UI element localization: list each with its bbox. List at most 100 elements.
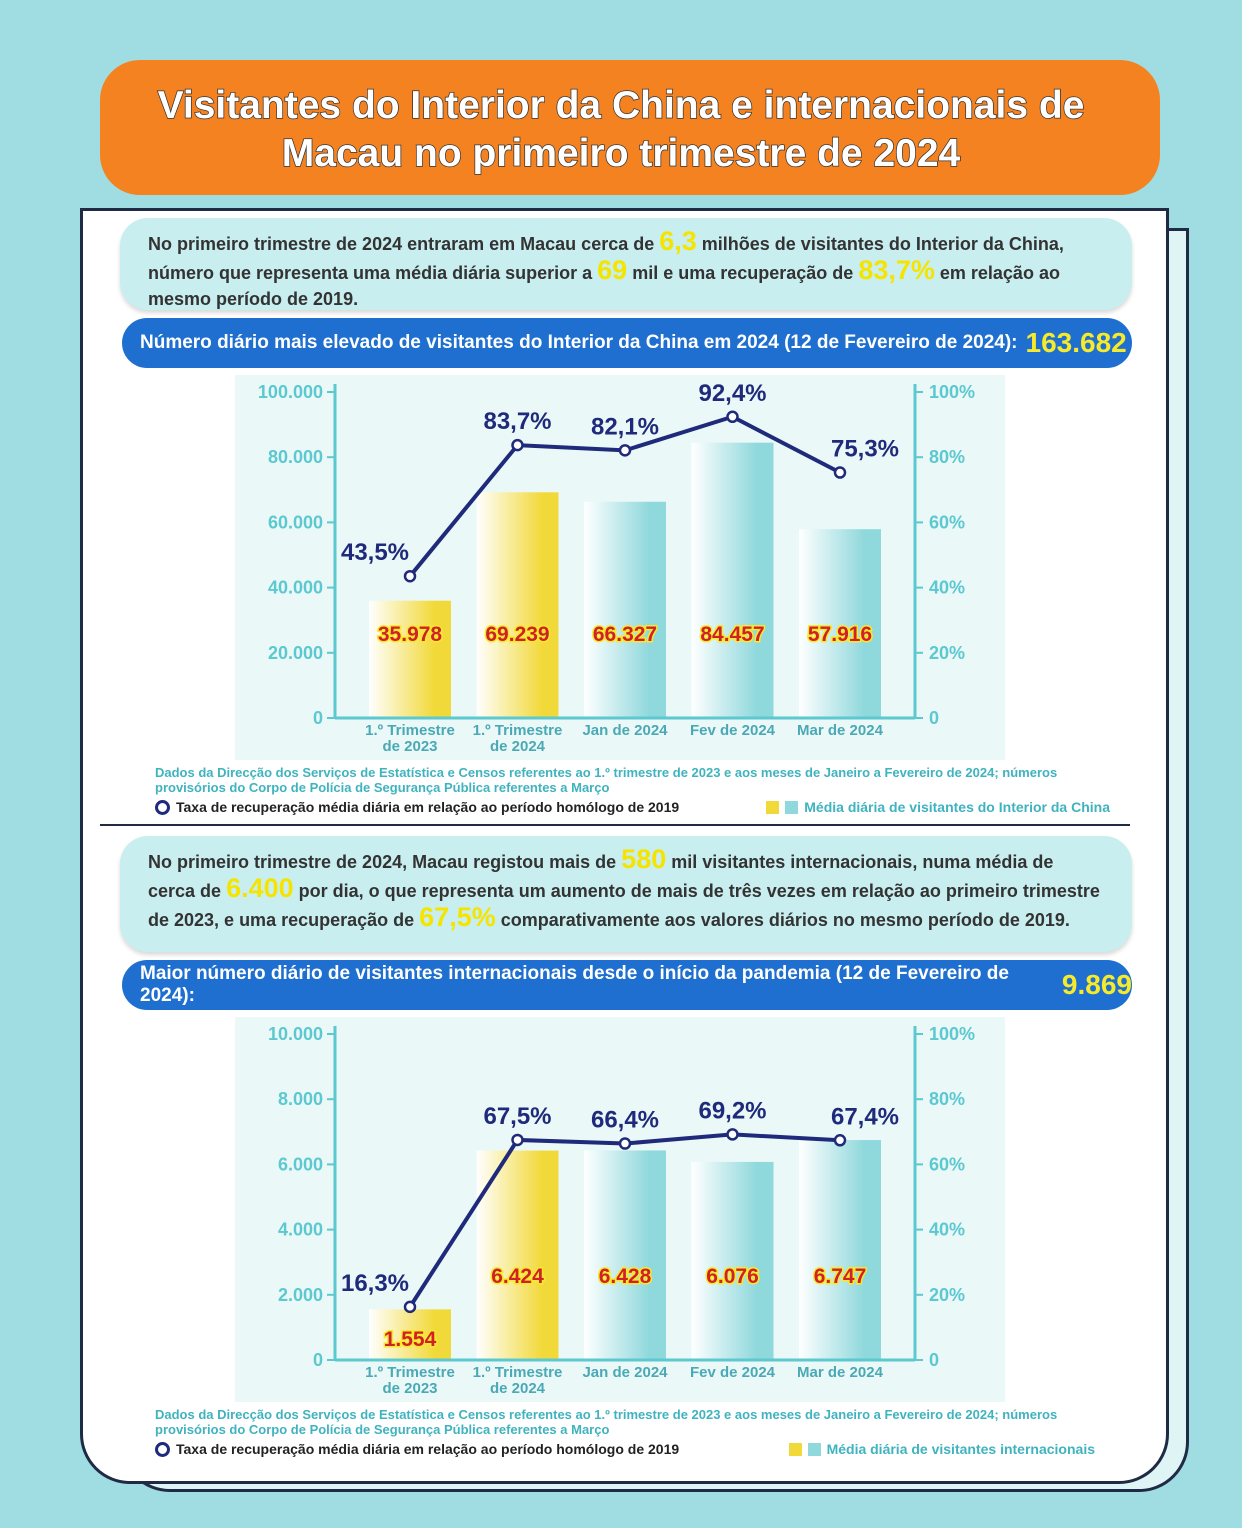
text: milhões de visitantes do Interior da Chi… bbox=[148, 234, 1064, 283]
text: por dia, o que representa um aumento de … bbox=[148, 881, 1100, 930]
y2-tick-label: 0 bbox=[929, 708, 939, 728]
legend-marker bbox=[766, 800, 780, 814]
bar bbox=[584, 1150, 666, 1360]
bar-value-label: 6.747 bbox=[814, 1265, 867, 1288]
y-tick-label: 20.000 bbox=[268, 643, 323, 663]
y2-tick-label: 60% bbox=[929, 512, 965, 532]
point bbox=[618, 444, 632, 457]
headline-text: Maior número diário de visitantes intern… bbox=[140, 963, 1009, 1006]
headline: Maior número diário de visitantes intern… bbox=[122, 960, 1132, 1010]
y2-tick-label: 20% bbox=[929, 643, 965, 663]
line-value-label: 43,5% bbox=[341, 539, 409, 566]
x-tick-label: Mar de 2024 bbox=[797, 1364, 883, 1381]
point bbox=[618, 1137, 632, 1150]
y-tick-label: 4.000 bbox=[278, 1220, 323, 1240]
line-value-label: 92,4% bbox=[698, 380, 766, 407]
y2-tick-label: 80% bbox=[929, 1089, 965, 1109]
bar bbox=[369, 1309, 451, 1360]
legend-marker bbox=[785, 800, 799, 814]
bar-value-label: 66.327 bbox=[593, 623, 657, 646]
x-tick-label: 1.º Trimestre de 2023 bbox=[365, 722, 455, 755]
highlight: 6,3 bbox=[659, 226, 697, 256]
legend-marker bbox=[155, 1441, 170, 1457]
point bbox=[726, 410, 739, 424]
y2-tick-label: 100% bbox=[929, 1024, 975, 1044]
y-tick-label: 6.000 bbox=[278, 1154, 323, 1174]
legend-item: Taxa de recuperação média diária em rela… bbox=[155, 799, 679, 815]
summary: No primeiro trimestre de 2024 entraram e… bbox=[120, 218, 1132, 310]
legend-text: Média diária de visitantes internacionai… bbox=[826, 1441, 1095, 1457]
y2-tick-label: 40% bbox=[929, 578, 965, 598]
bar bbox=[584, 501, 666, 718]
highlight: 83,7% bbox=[858, 255, 935, 285]
y-tick-label: 0 bbox=[313, 708, 323, 728]
legend-marker bbox=[807, 1442, 821, 1456]
line-value-label: 66,4% bbox=[591, 1107, 659, 1134]
y-tick-label: 2.000 bbox=[278, 1285, 323, 1305]
y-tick-label: 0 bbox=[313, 1350, 323, 1370]
y-tick-label: 40.000 bbox=[268, 578, 323, 598]
x-tick-label: Jan de 2024 bbox=[582, 1364, 668, 1381]
source-note: Dados da Direcção dos Serviços de Estatí… bbox=[155, 765, 1058, 795]
point bbox=[833, 466, 847, 479]
legend-marker bbox=[155, 799, 170, 815]
y2-tick-label: 40% bbox=[929, 1220, 965, 1240]
point bbox=[726, 1128, 739, 1141]
bar bbox=[476, 492, 559, 718]
title: Visitantes do Interior da China e intern… bbox=[157, 83, 1085, 176]
bar-value-label: 35.978 bbox=[378, 623, 443, 646]
text: comparativamente aos valores diários no … bbox=[495, 910, 1070, 930]
line-value-label: 67,4% bbox=[831, 1103, 899, 1130]
source-note: Dados da Direcção dos Serviços de Estatí… bbox=[155, 1407, 1058, 1437]
legend-item: Taxa de recuperação média diária em rela… bbox=[155, 1441, 679, 1457]
bar-value-label: 84.457 bbox=[700, 623, 764, 646]
headline-value: 163.682 bbox=[1025, 327, 1127, 358]
legend-text: Média diária de visitantes do Interior d… bbox=[804, 799, 1110, 815]
highlight: 580 bbox=[621, 844, 667, 874]
text: mil e uma recuperação de bbox=[627, 263, 859, 283]
highlight: 67,5% bbox=[419, 902, 496, 932]
bar-value-label: 69.239 bbox=[485, 623, 549, 646]
divider bbox=[100, 824, 1130, 826]
y2-tick-label: 60% bbox=[929, 1154, 965, 1174]
point bbox=[833, 1134, 847, 1147]
banner bbox=[100, 60, 1160, 195]
x-tick-label: Mar de 2024 bbox=[797, 722, 883, 739]
bar bbox=[799, 529, 881, 718]
bar-value-label: 6.076 bbox=[706, 1265, 759, 1288]
text: em relação ao mesmo período de 2019. bbox=[148, 263, 1060, 309]
y2-tick-label: 0 bbox=[929, 1350, 939, 1370]
bar-value-label: 6.424 bbox=[491, 1265, 544, 1288]
point bbox=[403, 1300, 417, 1314]
x-tick-label: Fev de 2024 bbox=[689, 1364, 776, 1381]
x-tick-label: 1.º Trimestre de 2024 bbox=[472, 722, 563, 755]
line-value-label: 67,5% bbox=[483, 1103, 551, 1130]
plot: 0 20.000 40.000 60.000 80.000 100.000 0 20% 40% 6… bbox=[235, 375, 1005, 760]
text: No primeiro trimestre de 2024 entraram e… bbox=[148, 234, 660, 254]
point bbox=[403, 569, 417, 583]
line-value-label: 75,3% bbox=[831, 436, 899, 463]
chart: 0 20.000 40.000 60.000 80.000 100.000 0 20% 40% 6… bbox=[150, 375, 1110, 835]
headline: Número diário mais elevado de visitantes… bbox=[122, 318, 1132, 368]
highlight: 69 bbox=[597, 255, 628, 285]
line-value-label: 69,2% bbox=[698, 1097, 766, 1124]
legend-item: Média diária de visitantes do Interior d… bbox=[766, 799, 1110, 815]
text: No primeiro trimestre de 2024, Macau reg… bbox=[148, 852, 622, 872]
plot: 0 2.000 4.000 6.000 8.000 10.000 0 20% 40% 60% 80%… bbox=[235, 1017, 1005, 1402]
y2-tick-label: 80% bbox=[929, 447, 965, 467]
legend-item: Média diária de visitantes internacionai… bbox=[788, 1441, 1095, 1457]
y-tick-label: 100.000 bbox=[258, 382, 323, 402]
point bbox=[511, 1133, 524, 1147]
bar bbox=[799, 1140, 881, 1360]
y-tick-label: 80.000 bbox=[268, 447, 323, 467]
line-value-label: 16,3% bbox=[341, 1270, 409, 1297]
line-value-label: 82,1% bbox=[591, 413, 659, 440]
bar bbox=[691, 442, 774, 718]
y-tick-label: 8.000 bbox=[278, 1089, 323, 1109]
legend-text: Taxa de recuperação média diária em rela… bbox=[176, 799, 680, 815]
y2-tick-label: 100% bbox=[929, 382, 975, 402]
bar-value-label: 57.916 bbox=[808, 623, 872, 646]
y-tick-label: 10.000 bbox=[268, 1024, 323, 1044]
line-value-label: 83,7% bbox=[483, 408, 551, 435]
